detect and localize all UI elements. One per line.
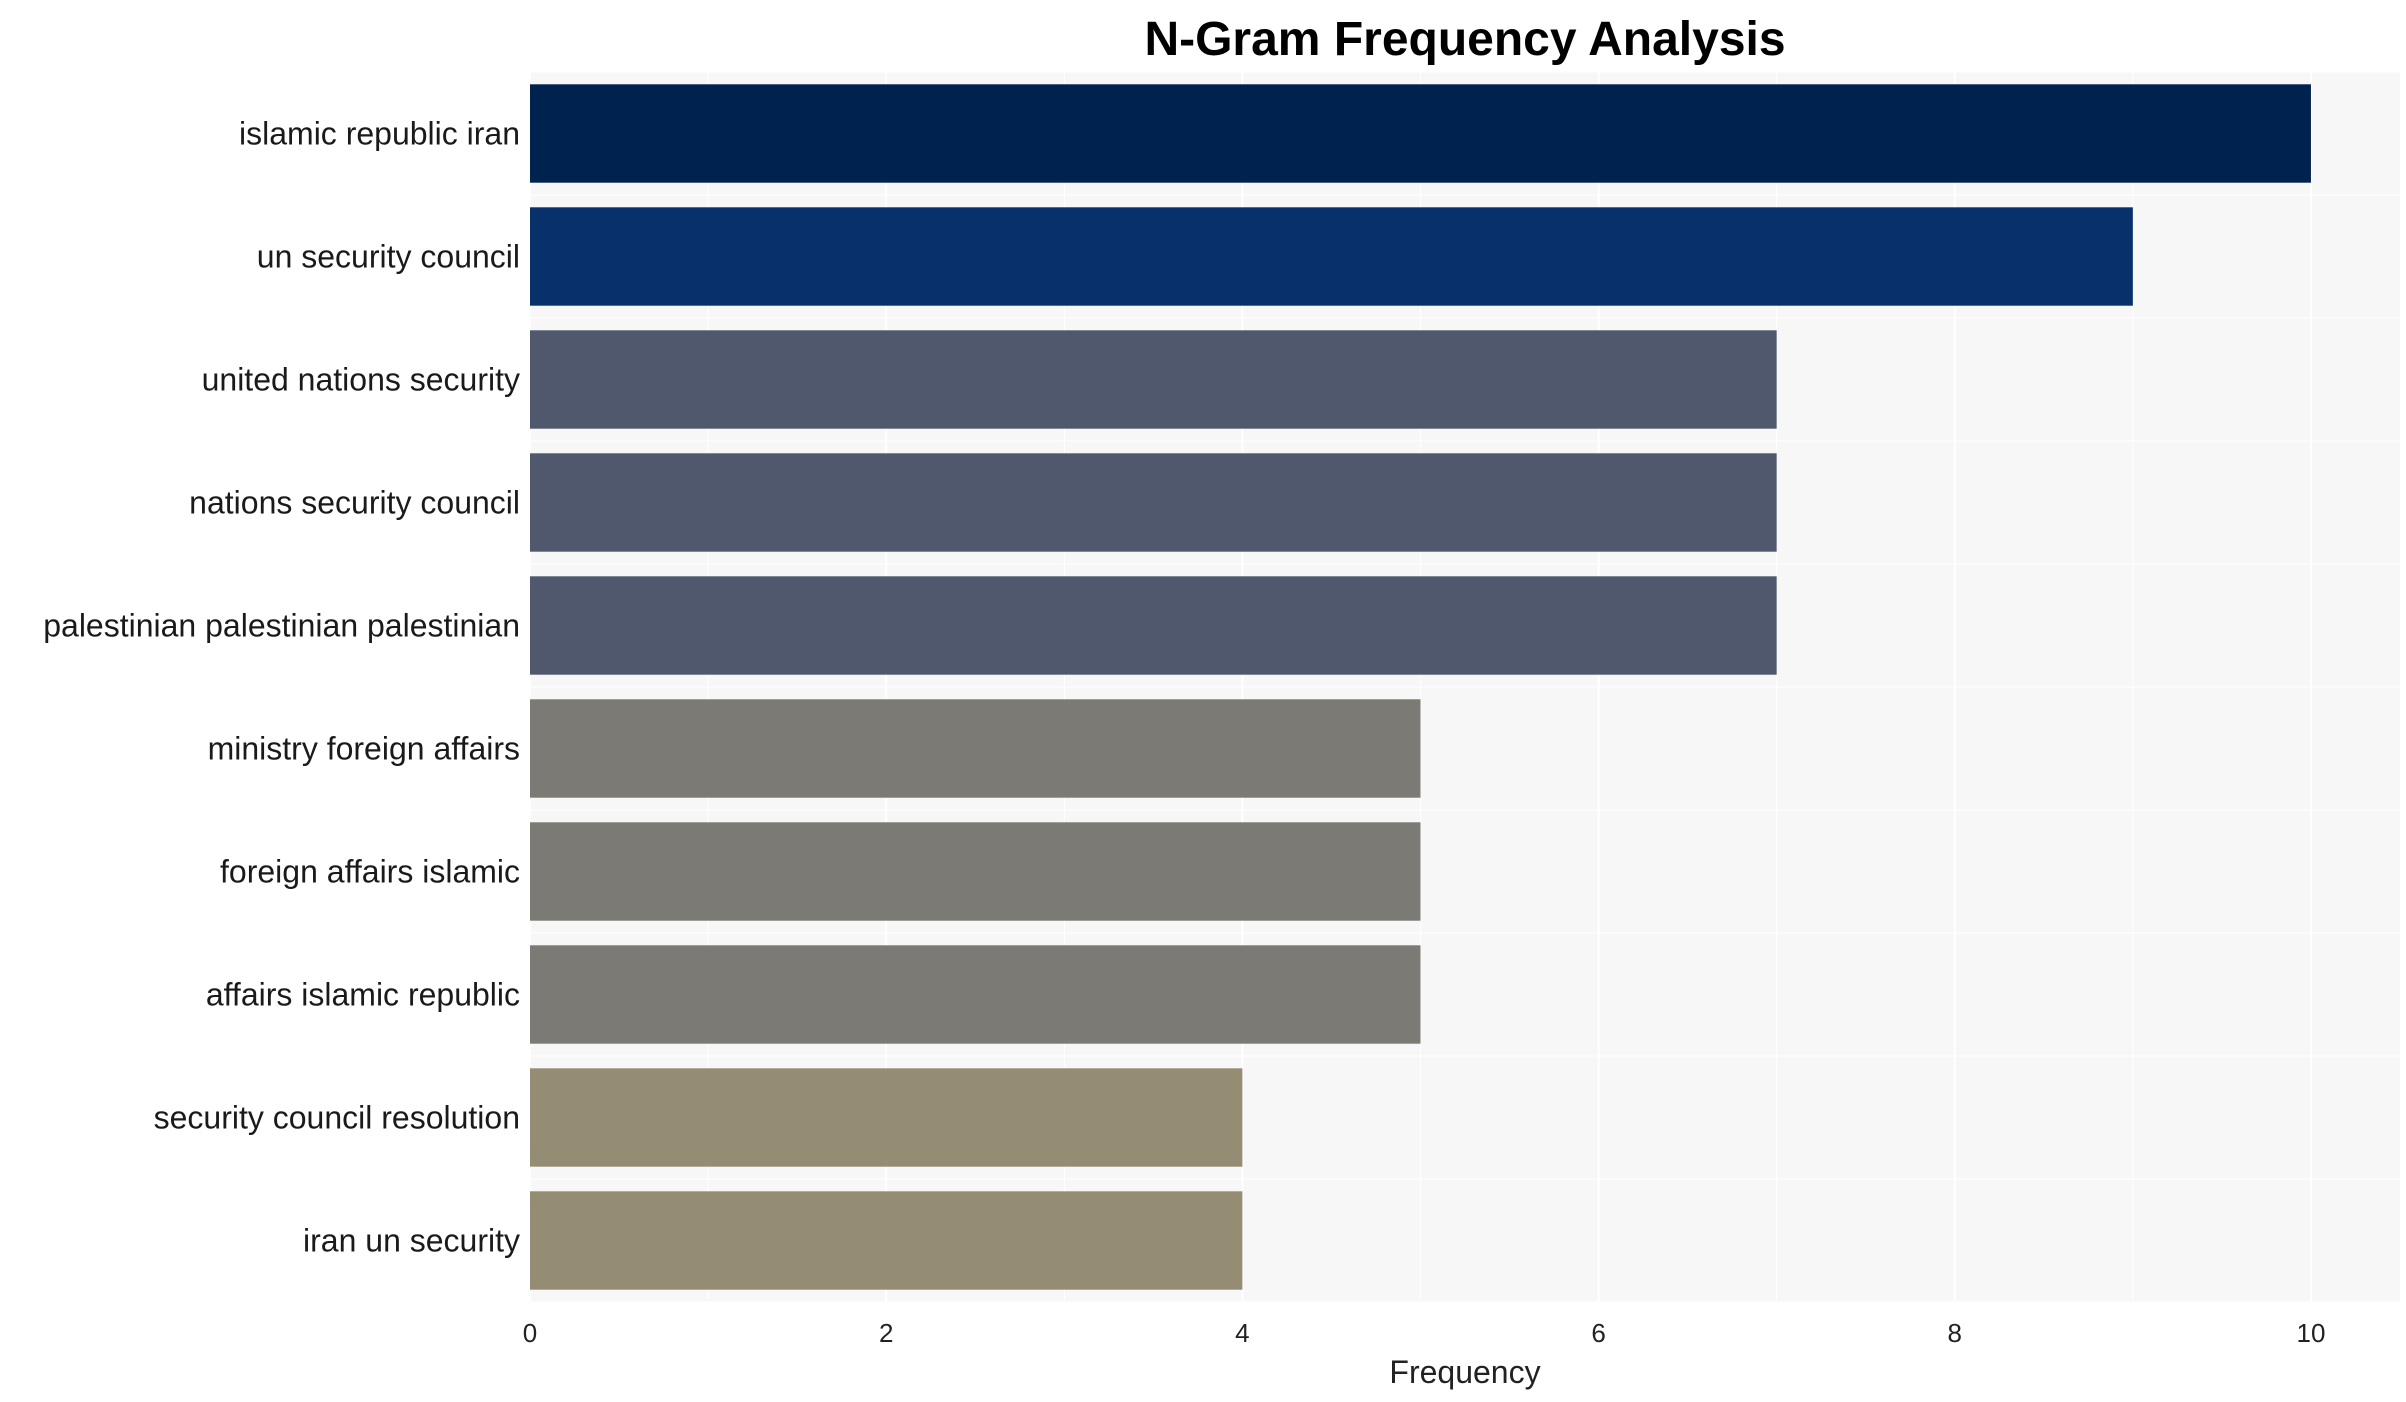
bars xyxy=(530,84,2311,1290)
category-label: palestinian palestinian palestinian xyxy=(43,608,520,644)
category-label: united nations security xyxy=(202,362,520,398)
bar-palestinian-palestinian-palestinian xyxy=(530,576,1777,675)
category-label: foreign affairs islamic xyxy=(220,854,520,890)
x-tick-label: 10 xyxy=(2296,1318,2325,1348)
x-axis-ticks: 0 2 4 6 8 10 xyxy=(523,1318,2326,1348)
category-labels: islamic republic iran un security council… xyxy=(43,116,520,1259)
x-tick-label: 6 xyxy=(1591,1318,1605,1348)
bar-ministry-foreign-affairs xyxy=(530,699,1421,798)
bar-security-council-resolution xyxy=(530,1068,1243,1167)
category-label: islamic republic iran xyxy=(239,116,520,152)
x-tick-label: 0 xyxy=(523,1318,537,1348)
x-axis-title: Frequency xyxy=(1389,1354,1540,1390)
category-label: iran un security xyxy=(303,1223,520,1259)
x-tick-label: 4 xyxy=(1235,1318,1249,1348)
bar-united-nations-security xyxy=(530,330,1777,429)
bar-iran-un-security xyxy=(530,1191,1243,1290)
category-label: un security council xyxy=(257,239,520,275)
bar-foreign-affairs-islamic xyxy=(530,822,1421,921)
category-label: nations security council xyxy=(189,485,520,521)
bar-affairs-islamic-republic xyxy=(530,945,1421,1044)
category-label: ministry foreign affairs xyxy=(208,731,520,767)
category-label: affairs islamic republic xyxy=(206,977,520,1013)
bar-un-security-council xyxy=(530,207,2133,306)
bar-nations-security-council xyxy=(530,453,1777,552)
bar-islamic-republic-iran xyxy=(530,84,2311,183)
x-tick-label: 8 xyxy=(1948,1318,1962,1348)
x-tick-label: 2 xyxy=(879,1318,893,1348)
chart-title: N-Gram Frequency Analysis xyxy=(1144,13,1785,66)
category-label: security council resolution xyxy=(154,1100,520,1136)
